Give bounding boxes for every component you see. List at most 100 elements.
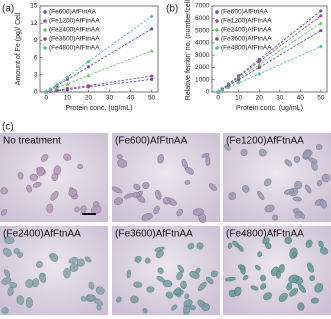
legend-marker [43,37,47,41]
cell [25,297,33,308]
cell [210,270,218,278]
data-point [319,28,323,33]
cell [205,156,211,166]
x-tick-label: 0 [45,95,49,102]
cell [26,184,33,193]
cell [142,307,148,314]
x-tick-label: 50 [317,95,325,102]
y-tick-label: 4000 [195,40,210,47]
cell [294,210,303,219]
data-point [86,65,91,69]
cell [134,255,142,263]
data-point [257,71,262,76]
cell [242,184,250,193]
y-tick-label: 15 [30,3,38,10]
legend-marker [215,28,219,32]
legend-label: (Fe4800)AfFtnAA [49,45,100,52]
y-tick-label: 0 [206,89,210,96]
x-axis-label: Protein conc. (ug/mL) [236,105,303,112]
legend-marker [43,46,47,50]
micrograph [111,133,220,224]
data-point [44,90,49,94]
x-tick-label: 10 [64,95,72,102]
fit-line [46,50,152,93]
cell [227,242,233,249]
cell [16,295,25,305]
data-point [237,78,241,82]
cell [32,278,40,288]
cell [87,294,94,302]
cell [117,158,128,168]
cell [32,181,42,188]
cell [302,150,313,159]
cell [51,172,59,182]
cell [36,166,45,177]
cell [46,203,54,213]
legend-label: (Fe2400)AfFtnAA [49,27,100,34]
data-point [54,82,59,87]
cell [74,206,80,213]
cell [176,208,183,217]
cell [126,269,132,279]
x-tick-label: 30 [106,95,114,102]
cell [116,154,123,160]
cell [111,186,123,194]
x-tick-label: 20 [85,95,93,102]
cell [208,183,217,191]
cell [77,163,83,170]
data-point [318,21,323,25]
cell [262,237,270,245]
cell [146,286,155,293]
legend-marker [43,10,47,14]
cell [260,274,266,282]
cell [130,295,139,304]
cell [155,189,162,200]
cell [156,275,166,283]
scale-bar [82,213,96,215]
cell [240,148,248,157]
cell [284,236,292,245]
x-tick-label: 10 [235,95,243,102]
y-tick-label: 12 [30,20,38,27]
data-point [220,88,225,93]
fit-line [217,30,322,93]
cell [319,247,329,255]
y-axis-label: Relative ferritin' no. (number/cell) [185,0,192,100]
data-point [257,65,261,70]
y-tick-label: 5000 [195,27,210,34]
cell [184,179,191,185]
cell [162,197,171,205]
micrograph-label: (Fe3600)AfFtnAA [115,229,193,240]
cell [68,188,78,197]
cell [50,191,59,201]
legend-label: (Fe1200)AfFtnAA [221,18,272,25]
data-point [318,44,323,49]
cell [133,183,141,191]
cell [177,264,185,273]
y-tick-label: 2000 [195,64,210,71]
y-tick-label: 1000 [195,76,210,83]
x-tick-label: 50 [148,95,156,102]
cell [144,257,151,264]
cell [309,275,316,282]
cell [237,244,244,252]
x-tick-label: 40 [127,95,135,102]
cell [297,302,305,311]
cell [141,213,153,221]
cell [155,250,164,259]
cell [29,173,38,182]
data-point [319,9,323,13]
legend-marker [215,46,219,50]
micrograph-background [112,133,220,222]
cell [250,285,259,291]
x-tick-label: 0 [216,95,220,102]
cell [142,181,150,189]
cell [272,214,279,221]
legend-marker [215,10,219,14]
micrograph-label: (Fe600)AfFtnAA [115,136,188,147]
cell [318,240,324,248]
cell [2,247,12,257]
cell [165,291,174,299]
micrograph-label: (Fe2400)AfFtnAA [3,229,81,240]
data-point [86,59,91,64]
